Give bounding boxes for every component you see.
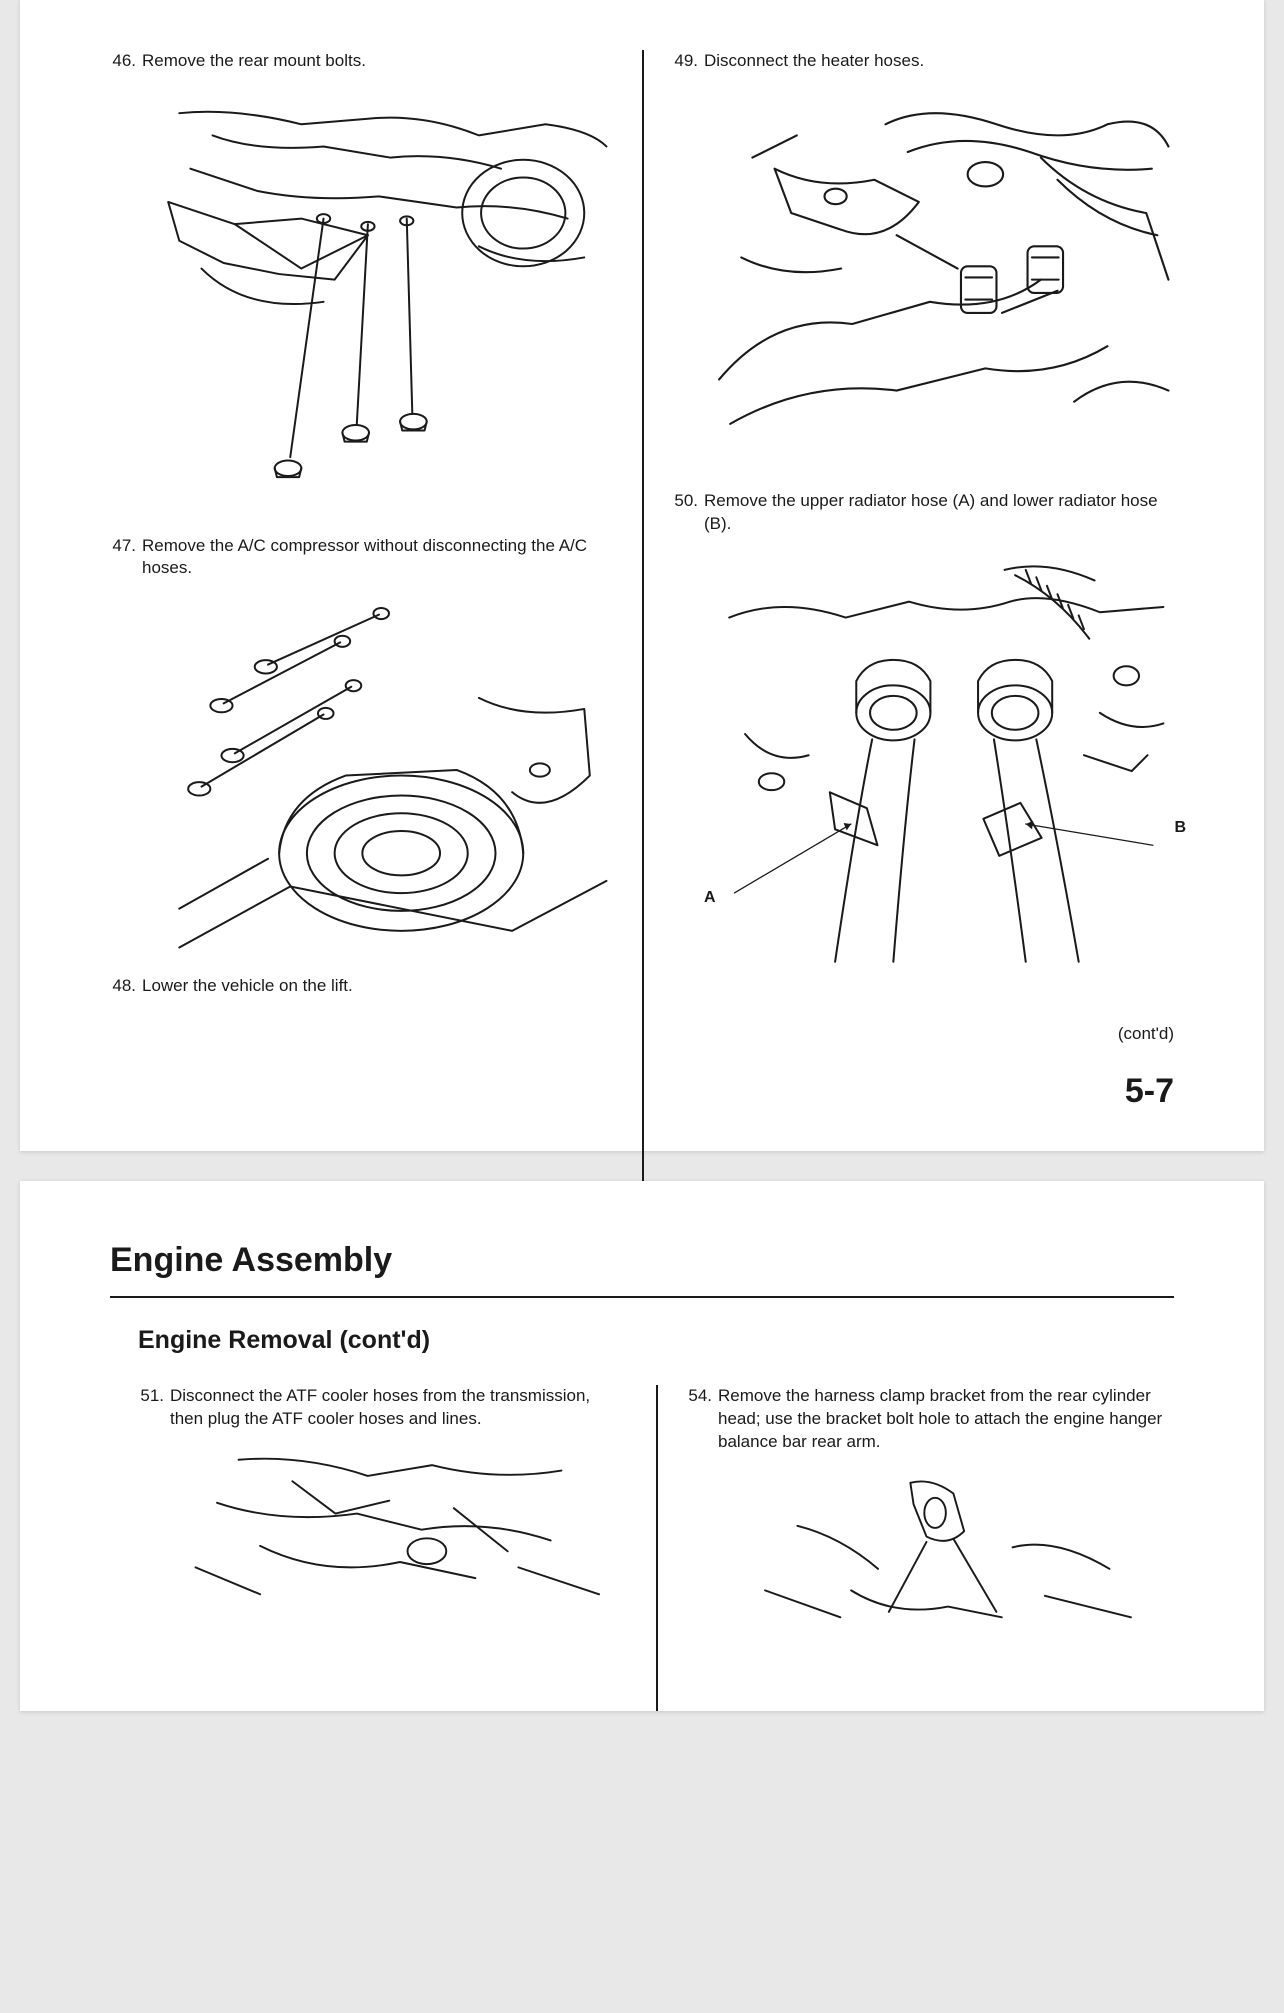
figure-harness-clamp-bracket [722,1472,1174,1623]
service-manual-page-1: 46. Remove the rear mount bolts. [20,0,1264,1151]
radiator-hoses-illustration [708,554,1174,967]
section-rule [110,1296,1174,1298]
service-manual-page-2: Engine Assembly Engine Removal (cont'd) … [20,1181,1264,1711]
step-54: 54. Remove the harness clamp bracket fro… [686,1385,1174,1454]
step-text: Remove the rear mount bolts. [142,50,612,73]
atf-hoses-illustration [174,1449,626,1600]
step-number: 49. [672,50,704,73]
step-49: 49. Disconnect the heater hoses. [672,50,1174,73]
right-column: 49. Disconnect the heater hoses. [642,50,1174,1016]
figure-ac-compressor [146,598,612,953]
step-number: 48. [110,975,142,998]
column-divider [656,1385,658,1711]
step-text: Lower the vehicle on the lift. [142,975,612,998]
figure-atf-cooler-hoses [174,1449,626,1600]
step-number: 54. [686,1385,718,1454]
step-text: Remove the harness clamp bracket from th… [718,1385,1174,1454]
engine-mount-illustration [146,91,612,513]
left-column: 51. Disconnect the ATF cooler hoses from… [138,1385,656,1644]
step-51: 51. Disconnect the ATF cooler hoses from… [138,1385,626,1431]
heater-hoses-illustration [708,91,1174,468]
callout-a: A [704,889,716,907]
left-column: 46. Remove the rear mount bolts. [110,50,642,1016]
figure-heater-hoses [708,91,1174,468]
step-47: 47. Remove the A/C compressor without di… [110,535,612,581]
right-column: 54. Remove the harness clamp bracket fro… [656,1385,1174,1644]
sub-section-title: Engine Removal (cont'd) [138,1326,1174,1355]
step-text: Remove the upper radiator hose (A) and l… [704,490,1174,536]
step-text: Disconnect the heater hoses. [704,50,1174,73]
ac-compressor-illustration [146,598,612,953]
harness-bracket-illustration [722,1472,1174,1623]
step-number: 51. [138,1385,170,1431]
step-number: 46. [110,50,142,73]
two-column-layout: 51. Disconnect the ATF cooler hoses from… [138,1385,1174,1644]
step-text: Disconnect the ATF cooler hoses from the… [170,1385,626,1431]
two-column-layout: 46. Remove the rear mount bolts. [110,50,1174,1016]
column-divider [642,50,644,1310]
callout-b: B [1174,819,1186,837]
step-text: Remove the A/C compressor without discon… [142,535,612,581]
step-number: 50. [672,490,704,536]
step-46: 46. Remove the rear mount bolts. [110,50,612,73]
step-number: 47. [110,535,142,581]
section-title: Engine Assembly [110,1241,1174,1280]
figure-radiator-hoses: A B [708,554,1174,967]
step-48: 48. Lower the vehicle on the lift. [110,975,612,998]
figure-rear-mount-bolts [146,91,612,513]
step-50: 50. Remove the upper radiator hose (A) a… [672,490,1174,536]
